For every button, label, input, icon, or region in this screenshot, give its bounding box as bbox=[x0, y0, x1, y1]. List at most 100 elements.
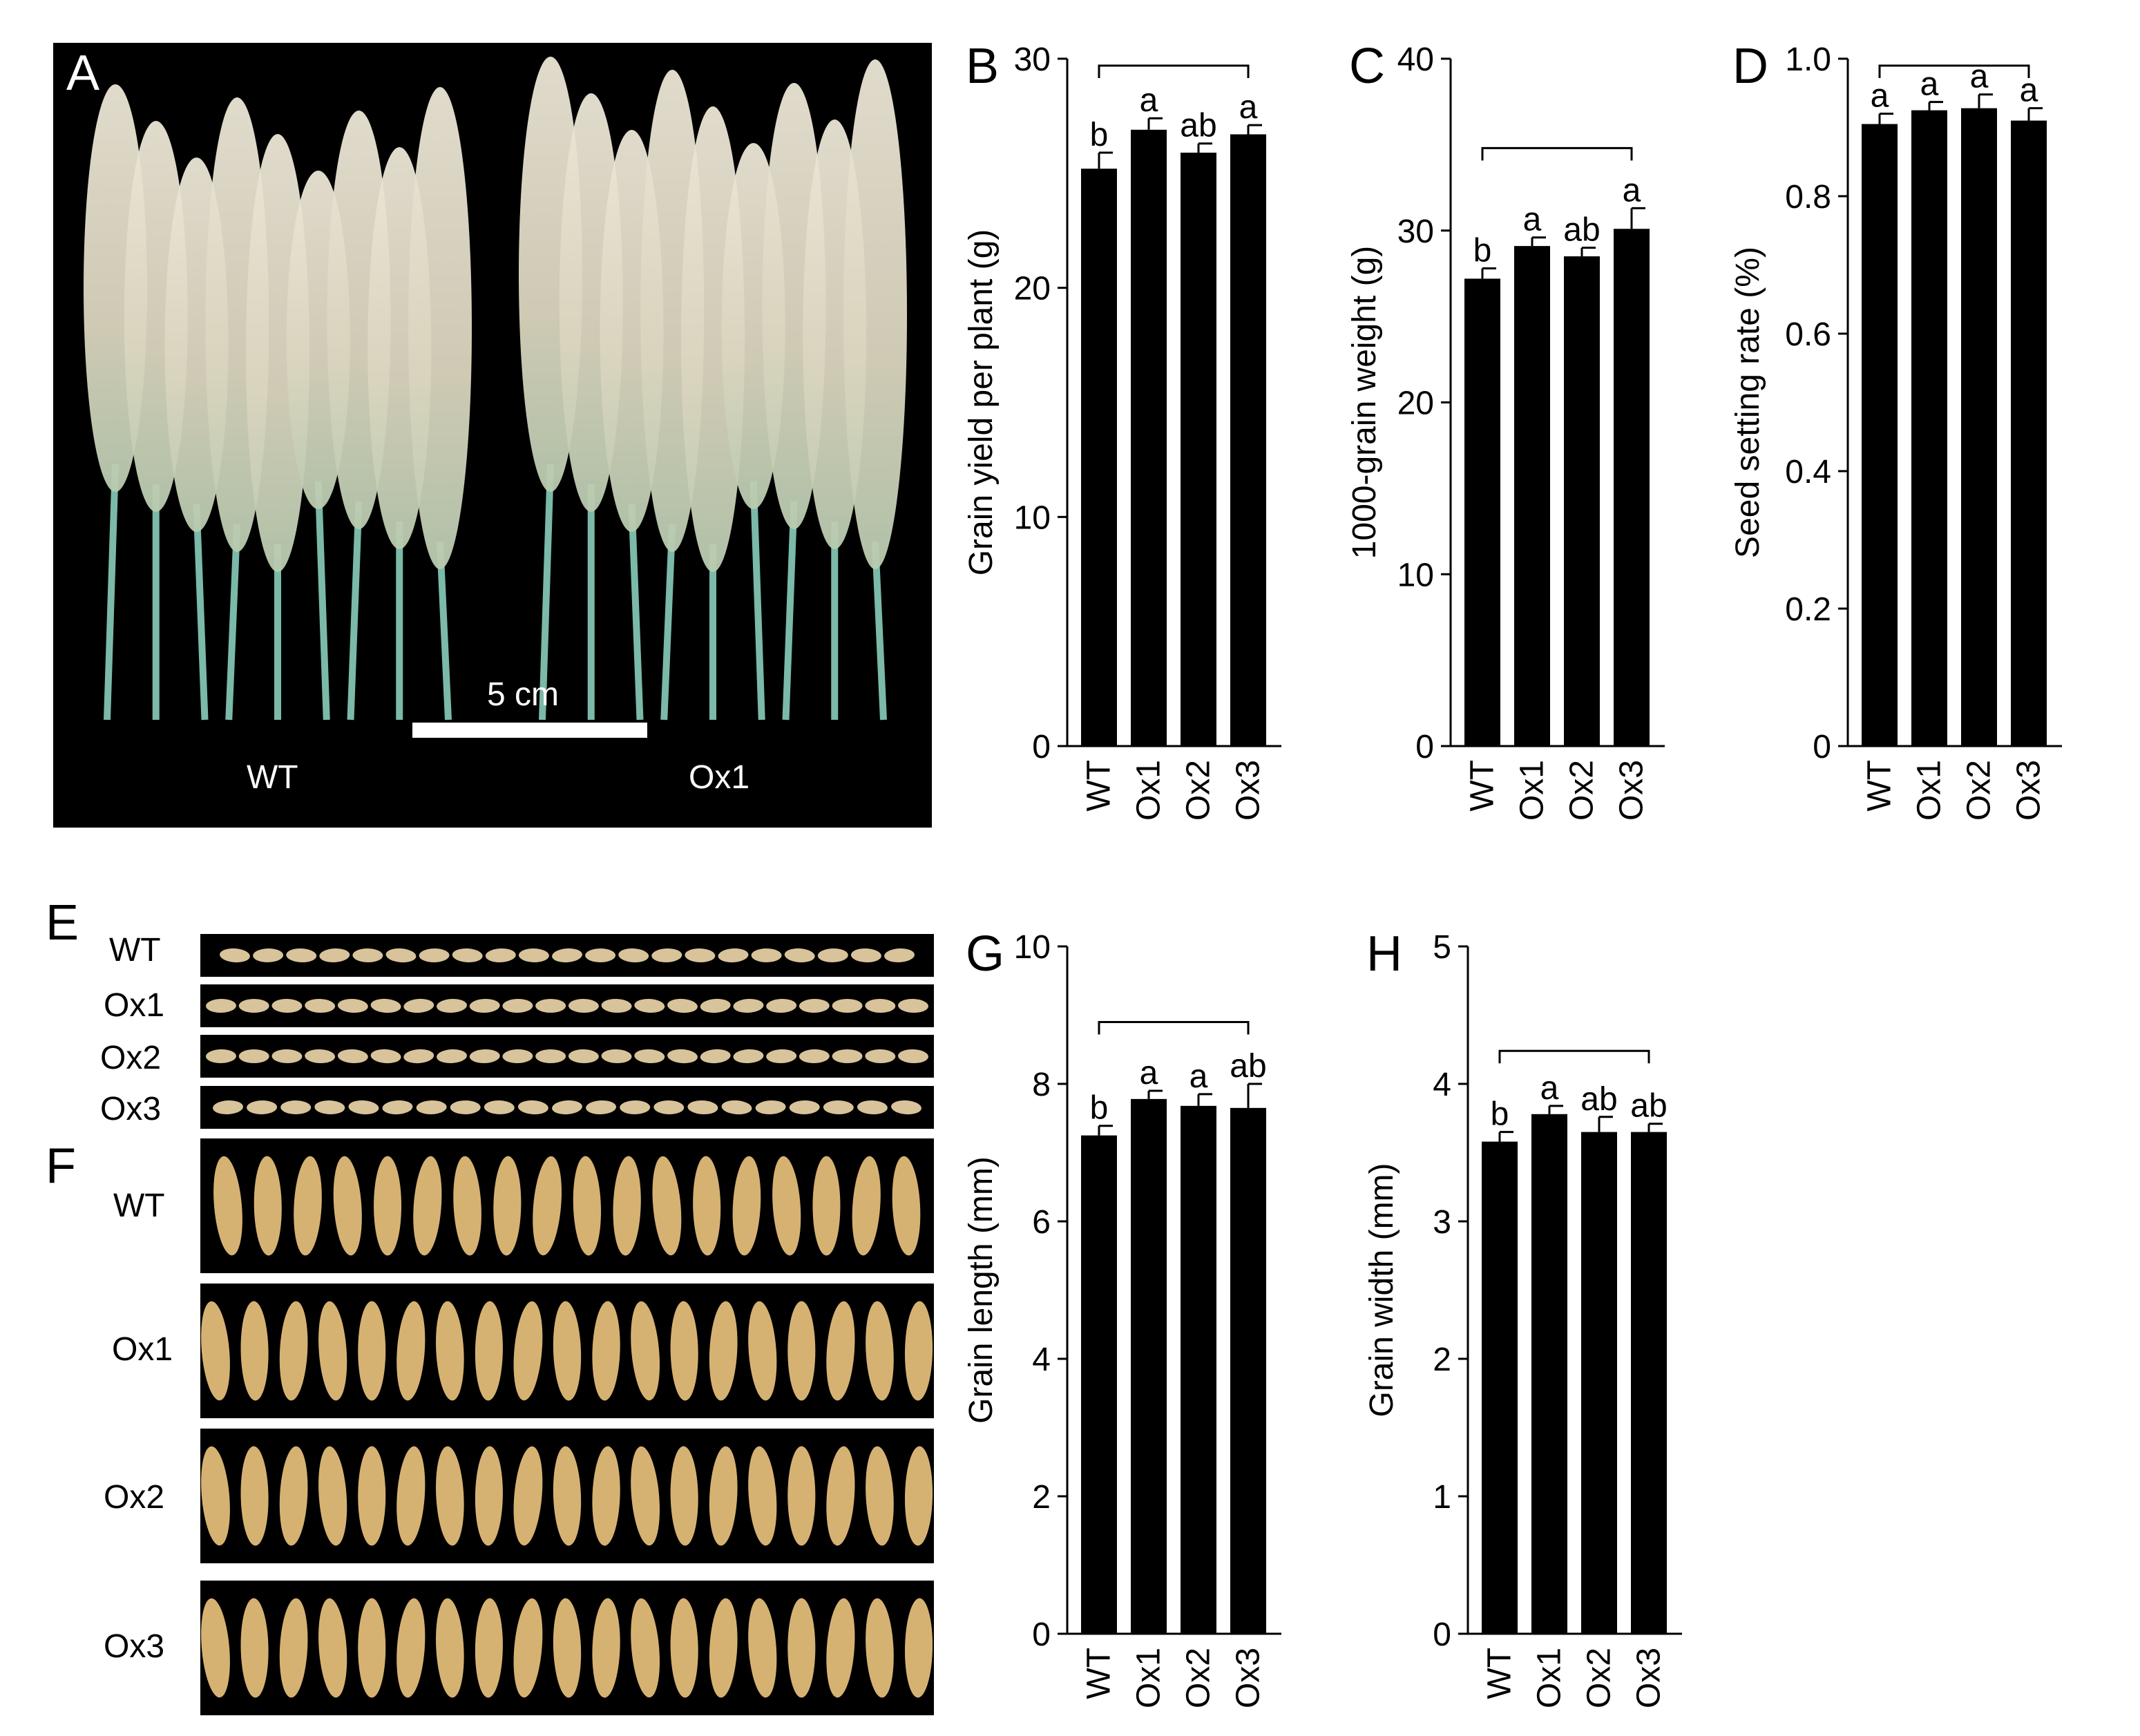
grain bbox=[238, 1049, 269, 1063]
grain bbox=[670, 1598, 698, 1698]
bar bbox=[1131, 1098, 1167, 1634]
grain bbox=[254, 1156, 282, 1256]
row-label-e-ox1: Ox1 bbox=[104, 987, 165, 1024]
grain bbox=[452, 948, 483, 963]
grain bbox=[397, 1301, 426, 1401]
grain bbox=[586, 1100, 617, 1115]
grain bbox=[240, 1446, 269, 1546]
chart-grain-width: H 0 1 2 3 4 5 Grain width (mm) b WT a Ox1 ab Ox2 ab Ox3 bbox=[1364, 926, 1682, 1708]
grain bbox=[553, 1301, 582, 1401]
bar bbox=[1531, 1114, 1567, 1634]
bar bbox=[1181, 152, 1216, 746]
y-tick-label: 8 bbox=[1032, 1067, 1051, 1103]
grain bbox=[852, 1156, 881, 1256]
grain bbox=[865, 1049, 896, 1064]
grain bbox=[318, 1598, 347, 1698]
grain bbox=[279, 1446, 308, 1546]
significance-label: a bbox=[1140, 82, 1158, 119]
bar bbox=[1631, 1132, 1667, 1634]
grain bbox=[601, 998, 632, 1013]
grain bbox=[319, 948, 350, 963]
panicle-stem bbox=[872, 541, 887, 721]
grain bbox=[247, 1100, 278, 1115]
x-tick-label: Ox2 bbox=[1581, 1648, 1618, 1708]
chart-grain-length: G 0 2 4 6 8 10 Grain length (mm) b WT a Ox1 a Ox2 ab Ox… bbox=[963, 926, 1281, 1708]
grain bbox=[904, 1301, 933, 1401]
grain bbox=[337, 1049, 368, 1064]
grain-row-f-ox1 bbox=[200, 1284, 934, 1418]
x-tick-label: Ox1 bbox=[1911, 760, 1948, 821]
comparison-bracket bbox=[1498, 1049, 1650, 1064]
x-tick-label: Ox2 bbox=[1181, 1648, 1217, 1708]
grain bbox=[533, 1156, 562, 1256]
significance-label: b bbox=[1090, 1090, 1109, 1127]
grain bbox=[484, 1100, 515, 1115]
panicle-stem bbox=[782, 501, 798, 721]
grain bbox=[651, 948, 682, 963]
grain bbox=[475, 1446, 503, 1546]
grain bbox=[370, 998, 401, 1013]
slender-grains-wt bbox=[220, 948, 915, 963]
significance-label: b bbox=[1473, 232, 1492, 269]
panel-letter: D bbox=[1732, 39, 1768, 94]
grain bbox=[382, 1100, 413, 1115]
grain bbox=[413, 1156, 442, 1256]
panicle-stem bbox=[193, 504, 209, 721]
y-tick-label: 0 bbox=[1433, 1616, 1451, 1653]
bar bbox=[1581, 1132, 1617, 1634]
x-tick-label: Ox3 bbox=[1230, 760, 1267, 821]
y-tick-label: 3 bbox=[1433, 1204, 1451, 1241]
panicle-photo: 5 cm WT Ox1 bbox=[53, 43, 932, 828]
grain-row-f-ox3 bbox=[200, 1581, 934, 1715]
grain bbox=[201, 1446, 230, 1546]
grain bbox=[670, 1446, 698, 1546]
panicle-stem bbox=[539, 464, 554, 721]
grain bbox=[437, 1049, 467, 1064]
y-tick-label: 0 bbox=[1032, 1616, 1051, 1653]
panel-letter-e: E bbox=[46, 895, 79, 951]
grain bbox=[517, 1100, 548, 1115]
comparison-bracket bbox=[1098, 64, 1250, 78]
comparison-bracket bbox=[1098, 1020, 1250, 1035]
bar bbox=[1961, 108, 1997, 746]
grain bbox=[799, 1049, 830, 1064]
grain bbox=[220, 948, 250, 963]
y-tick-label: 4 bbox=[1433, 1067, 1451, 1103]
grain bbox=[206, 998, 236, 1013]
grain bbox=[892, 1156, 921, 1256]
significance-label: a bbox=[1871, 78, 1889, 115]
grain bbox=[358, 1598, 386, 1698]
bar bbox=[1482, 1141, 1518, 1634]
row-label-e-ox2: Ox2 bbox=[100, 1040, 162, 1076]
grain bbox=[766, 998, 797, 1013]
panel-letter: B bbox=[966, 39, 999, 94]
grain bbox=[866, 1446, 894, 1546]
grain bbox=[733, 998, 764, 1013]
grain bbox=[709, 1301, 738, 1401]
significance-label: a bbox=[1970, 59, 1989, 95]
bar bbox=[1181, 1105, 1216, 1634]
grain bbox=[898, 998, 928, 1013]
grain bbox=[573, 1156, 602, 1256]
grain bbox=[513, 1446, 543, 1546]
grain bbox=[318, 1301, 347, 1401]
grain bbox=[535, 1049, 566, 1063]
bar bbox=[1564, 256, 1600, 746]
grain bbox=[784, 948, 815, 963]
grain bbox=[631, 1446, 660, 1546]
grain-row-e-wt bbox=[200, 934, 934, 977]
grain bbox=[866, 1301, 894, 1401]
panel-letter-a: A bbox=[66, 46, 100, 101]
significance-label: b bbox=[1090, 117, 1109, 153]
grain bbox=[286, 948, 317, 963]
grain bbox=[337, 998, 368, 1013]
caption-ox1: Ox1 bbox=[689, 759, 750, 796]
significance-label: a bbox=[1920, 66, 1939, 103]
grain-row-e-ox2 bbox=[200, 1035, 934, 1078]
panicle-stem bbox=[437, 541, 452, 721]
grain bbox=[485, 948, 516, 963]
y-tick-label: 30 bbox=[1397, 213, 1434, 250]
panicle-stem bbox=[660, 524, 676, 721]
comparison-bracket bbox=[1481, 146, 1633, 161]
grain bbox=[279, 1301, 308, 1401]
